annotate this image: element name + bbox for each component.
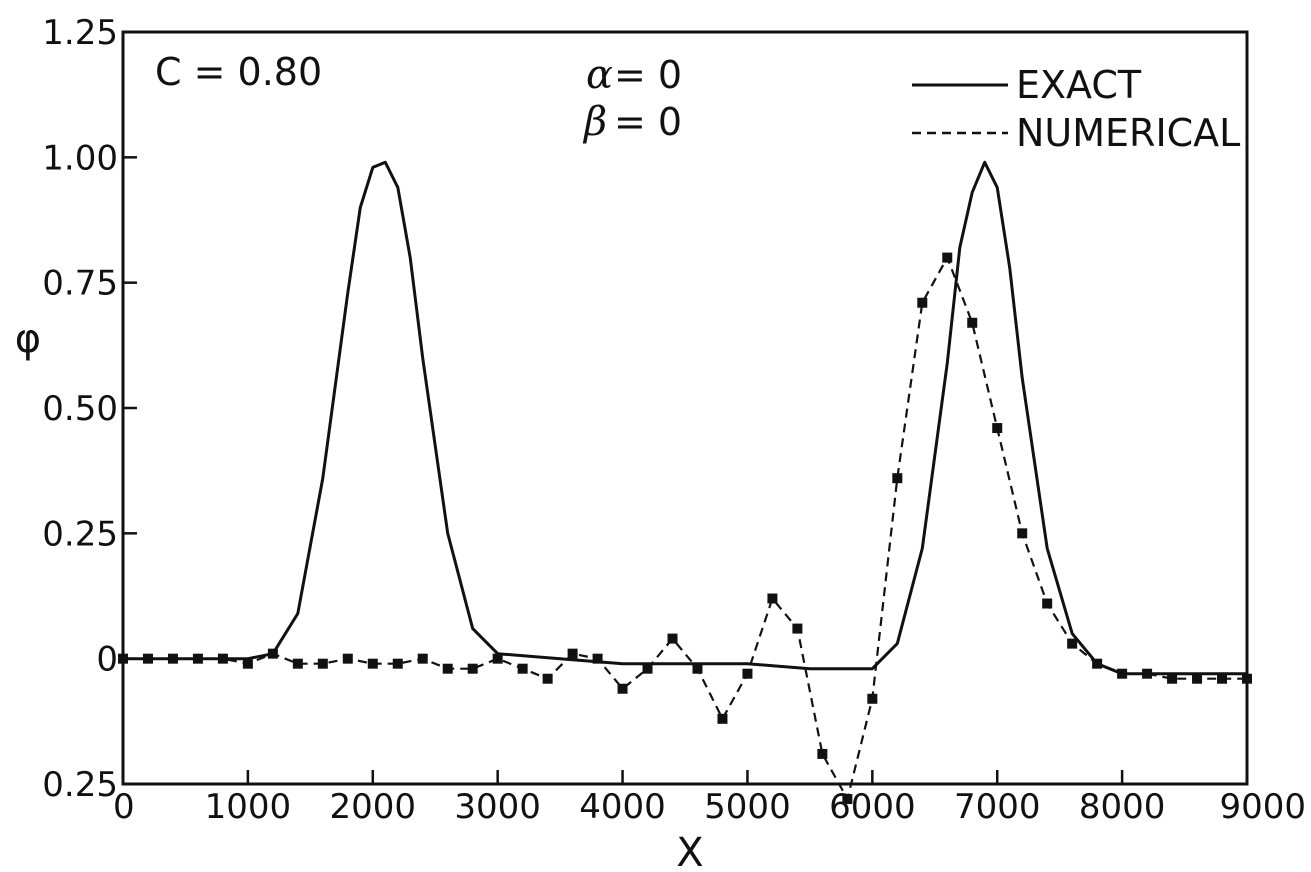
y-tick-label: 1.00 <box>42 138 118 178</box>
y-axis-ticks: 1.25 1.00 0.75 0.50 0.25 0 0.25 <box>42 13 137 805</box>
data-point-numerical <box>1067 638 1078 649</box>
data-point-numerical <box>242 658 253 669</box>
data-point-numerical <box>817 748 828 759</box>
legend-exact-label: EXACT <box>1016 63 1142 107</box>
data-point-numerical <box>1017 528 1028 539</box>
y-axis-title: φ <box>15 316 41 362</box>
data-point-numerical <box>842 794 853 805</box>
beta-symbol: β <box>582 99 607 145</box>
data-point-numerical <box>692 663 703 674</box>
data-point-numerical <box>742 668 753 679</box>
x-axis-ticks: 0 1000 2000 3000 4000 5000 6000 7000 8000 9000 <box>113 770 1306 827</box>
data-point-numerical <box>118 653 128 664</box>
data-point-numerical <box>167 653 178 664</box>
series-line-exact <box>123 160 1247 676</box>
data-point-numerical <box>342 653 353 664</box>
legend-numerical-label: NUMERICAL <box>1016 111 1240 155</box>
data-point-numerical <box>1167 673 1178 684</box>
data-point-numerical <box>567 648 578 659</box>
data-point-numerical <box>392 658 403 669</box>
x-tick-label: 1000 <box>205 787 292 827</box>
alpha-symbol: α <box>586 52 613 98</box>
data-point-numerical <box>1242 673 1252 684</box>
data-point-numerical <box>1217 673 1228 684</box>
data-point-numerical <box>542 673 553 684</box>
y-tick-label: 0.50 <box>42 389 118 429</box>
data-point-numerical <box>492 653 503 664</box>
beta-value: = 0 <box>614 100 682 144</box>
data-point-numerical <box>317 658 328 669</box>
data-point-numerical <box>892 473 903 484</box>
x-tick-label: 6000 <box>829 787 916 827</box>
x-tick-label: 3000 <box>454 787 541 827</box>
data-point-numerical <box>292 658 303 669</box>
x-tick-label: 7000 <box>954 787 1041 827</box>
data-point-numerical <box>142 653 153 664</box>
data-point-numerical <box>642 663 653 674</box>
data-point-numerical <box>192 653 203 664</box>
legend: EXACT NUMERICAL <box>912 63 1240 155</box>
data-point-numerical <box>667 633 678 644</box>
data-point-numerical <box>267 648 278 659</box>
x-tick-label: 4000 <box>579 787 666 827</box>
x-tick-label: 0 <box>113 787 135 827</box>
y-tick-label: 1.25 <box>42 13 118 53</box>
data-point-numerical <box>1117 668 1128 679</box>
courant-annotation: C = 0.80 <box>155 50 322 94</box>
data-point-numerical <box>1192 673 1203 684</box>
y-tick-label: 0.25 <box>42 514 118 554</box>
y-tick-label: 0.25 <box>42 765 118 805</box>
series-line-numerical <box>123 256 1247 801</box>
series-layer <box>118 160 1252 805</box>
data-point-numerical <box>942 252 953 263</box>
x-axis-title: X <box>676 830 703 872</box>
data-point-numerical <box>917 297 928 308</box>
x-tick-label: 8000 <box>1079 787 1166 827</box>
data-point-numerical <box>592 653 603 664</box>
data-point-numerical <box>1042 598 1053 609</box>
data-point-numerical <box>517 663 528 674</box>
x-tick-label: 2000 <box>330 787 417 827</box>
x-tick-label: 9000 <box>1219 787 1306 827</box>
data-point-numerical <box>1142 668 1153 679</box>
data-point-numerical <box>442 663 453 674</box>
y-tick-label: 0 <box>96 640 118 680</box>
data-point-numerical <box>992 423 1003 434</box>
x-tick-label: 5000 <box>704 787 791 827</box>
data-point-numerical <box>967 317 978 328</box>
data-point-numerical <box>1092 658 1103 669</box>
data-point-numerical <box>617 683 628 694</box>
data-point-numerical <box>417 653 428 664</box>
data-point-numerical <box>767 593 778 604</box>
alpha-value: = 0 <box>614 53 682 97</box>
data-point-numerical <box>217 653 228 664</box>
data-point-numerical <box>717 713 728 724</box>
data-point-numerical <box>867 693 878 704</box>
data-point-numerical <box>367 658 378 669</box>
data-point-numerical <box>792 623 803 634</box>
y-tick-label: 0.75 <box>42 264 118 304</box>
data-point-numerical <box>467 663 478 674</box>
